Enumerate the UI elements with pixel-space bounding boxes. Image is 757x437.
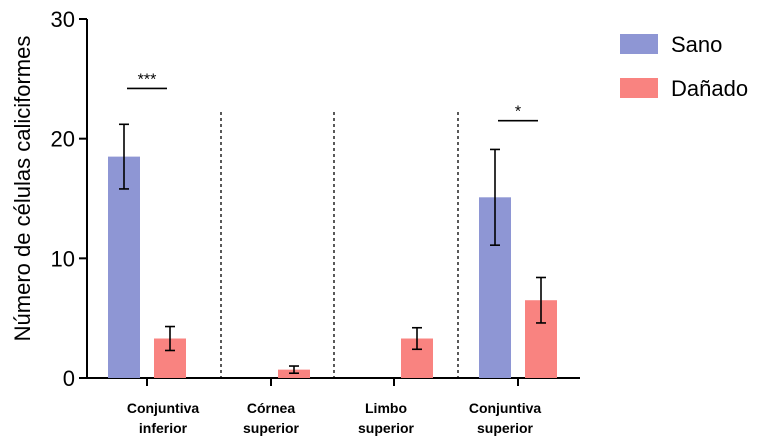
y-tick-label: 20 bbox=[51, 127, 75, 152]
x-tick-label: Limbo bbox=[365, 400, 407, 416]
legend-swatch bbox=[620, 34, 658, 54]
legend-swatch bbox=[620, 78, 658, 98]
x-tick-label: superior bbox=[477, 420, 534, 436]
x-tick-label: Conjuntiva bbox=[127, 400, 200, 416]
significance-label: *** bbox=[138, 71, 157, 88]
x-tick-label: superior bbox=[358, 420, 415, 436]
legend-label: Dañado bbox=[671, 76, 748, 101]
y-tick-label: 10 bbox=[51, 246, 75, 271]
y-axis-label: Número de células caliciformes bbox=[10, 36, 35, 342]
x-tick-label: Conjuntiva bbox=[469, 400, 542, 416]
bar-sano-0 bbox=[108, 156, 140, 378]
significance-label: * bbox=[515, 104, 521, 121]
x-tick-label: Córnea bbox=[247, 400, 295, 416]
x-tick-label: inferior bbox=[139, 420, 188, 436]
y-tick-label: 30 bbox=[51, 7, 75, 32]
x-tick-label: superior bbox=[243, 420, 300, 436]
y-tick-label: 0 bbox=[63, 366, 75, 391]
legend-label: Sano bbox=[671, 32, 722, 57]
